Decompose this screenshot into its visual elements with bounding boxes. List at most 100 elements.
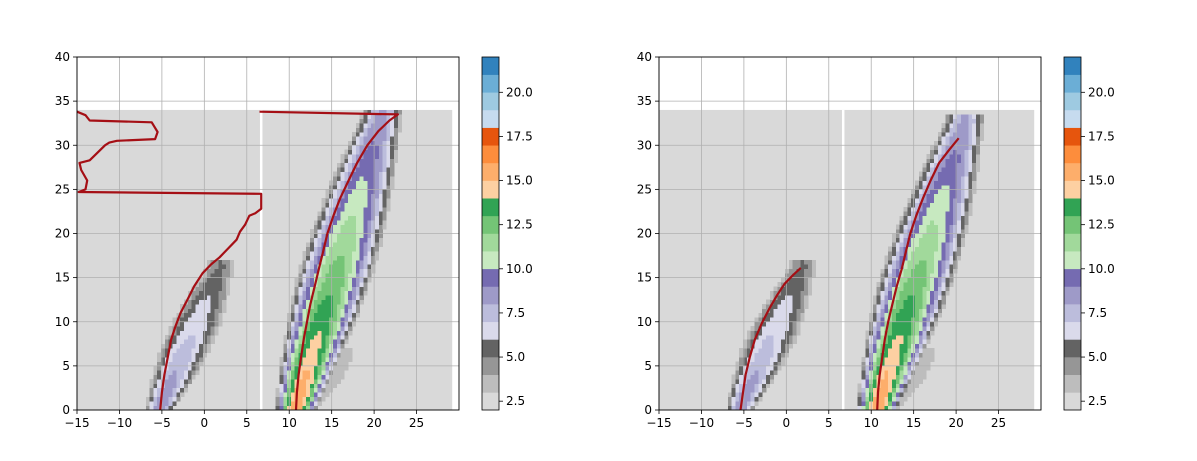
heatmap-cell (884, 304, 889, 309)
heatmap-cell (914, 224, 920, 230)
heatmap-cell (180, 334, 185, 340)
heatmap-cell (310, 326, 315, 331)
heatmap-cell (317, 374, 322, 380)
heatmap-cell (735, 365, 740, 371)
heatmap-cell (777, 326, 782, 331)
heatmap-cell (979, 123, 984, 128)
heatmap-cell (355, 184, 360, 190)
heatmap-cell (164, 339, 169, 345)
heatmap-cell (352, 158, 357, 164)
heatmap-cell (758, 370, 763, 375)
heatmap-cell (363, 282, 368, 287)
heatmap-cell (769, 357, 774, 362)
x-tick-label: 10 (864, 416, 879, 430)
heatmap-cell (371, 149, 376, 155)
heatmap-cell (340, 215, 345, 221)
heatmap-cell (754, 326, 759, 331)
heatmap-cell (899, 215, 904, 221)
heatmap-cell (945, 290, 950, 296)
heatmap-cell (332, 343, 338, 349)
heatmap-cell (310, 246, 315, 252)
heatmap-cell (750, 392, 755, 398)
heatmap-cell (317, 242, 322, 248)
heatmap-cell (378, 242, 383, 248)
heatmap-cell (907, 295, 912, 300)
heatmap-cell (310, 255, 315, 261)
heatmap-cell (298, 396, 303, 402)
heatmap-cell (359, 264, 364, 270)
heatmap-cell (976, 132, 981, 137)
heatmap-cell (941, 167, 946, 173)
heatmap-cell (777, 352, 782, 358)
heatmap-cell (359, 189, 364, 195)
heatmap-cell (972, 158, 977, 164)
heatmap-cell (180, 348, 185, 353)
heatmap-cell (934, 246, 939, 252)
heatmap-cell (903, 268, 908, 274)
heatmap-cell (865, 392, 870, 398)
heatmap-cell (785, 295, 790, 300)
heatmap-cell (876, 312, 881, 318)
heatmap-cell (218, 264, 223, 270)
heatmap-cell (903, 233, 908, 239)
heatmap-cell (872, 299, 878, 305)
heatmap-cell (926, 202, 931, 208)
heatmap-cell (348, 189, 353, 195)
heatmap-cell (907, 334, 912, 340)
heatmap-cell (907, 387, 912, 393)
heatmap-cell (888, 326, 893, 331)
heatmap-cell (903, 343, 908, 349)
heatmap-cell (325, 299, 330, 305)
heatmap-cell (298, 295, 303, 300)
heatmap-cell (367, 207, 372, 212)
heatmap-cell (811, 259, 816, 265)
heatmap-cell (210, 330, 215, 336)
heatmap-cell (792, 273, 797, 278)
heatmap-cell (930, 295, 935, 300)
heatmap-cell (374, 114, 380, 120)
heatmap-cell (183, 308, 189, 314)
heatmap-cell (332, 334, 338, 340)
heatmap-cell (945, 127, 950, 133)
heatmap-cell (758, 379, 763, 384)
heatmap-cell (960, 193, 965, 199)
heatmap-cell (895, 321, 900, 327)
heatmap-cell (348, 158, 353, 164)
heatmap-cell (945, 211, 950, 217)
heatmap-cell (321, 348, 326, 353)
heatmap-cell (899, 361, 904, 367)
heatmap-cell (363, 127, 368, 133)
heatmap-cell (329, 259, 334, 265)
colorbar-segment (1064, 180, 1081, 199)
heatmap-cell (310, 242, 315, 248)
heatmap-cell (176, 365, 181, 371)
heatmap-cell (895, 268, 900, 274)
heatmap-cell (911, 193, 916, 199)
heatmap-cell (183, 321, 189, 327)
heatmap-cell (934, 162, 939, 168)
heatmap-cell (888, 299, 893, 305)
heatmap-cell (336, 184, 341, 190)
heatmap-cell (340, 330, 345, 336)
heatmap-cell (180, 343, 185, 349)
heatmap-cell (336, 202, 341, 208)
heatmap-cell (298, 379, 303, 384)
heatmap-cell (317, 334, 322, 340)
heatmap-cell (157, 352, 162, 358)
heatmap-cell (332, 286, 338, 292)
heatmap-cell (892, 405, 897, 410)
heatmap-cell (911, 339, 916, 345)
heatmap-cell (911, 242, 916, 248)
heatmap-cell (911, 198, 916, 203)
heatmap-cell (907, 339, 912, 345)
heatmap-cell (934, 290, 939, 296)
heatmap-cell (861, 357, 866, 362)
heatmap-cell (960, 132, 965, 137)
heatmap-cell (367, 264, 372, 270)
heatmap-cell (934, 184, 939, 190)
heatmap-cell (153, 370, 158, 375)
heatmap-cell (895, 259, 900, 265)
heatmap-cell (374, 242, 380, 248)
heatmap-cell (325, 348, 330, 353)
heatmap-cell (918, 295, 923, 300)
